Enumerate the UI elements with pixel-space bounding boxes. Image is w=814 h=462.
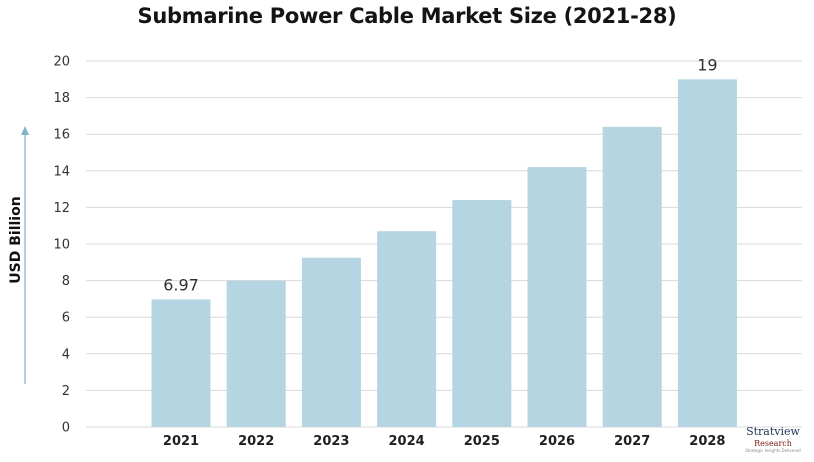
x-tick-label: 2028 [689, 434, 725, 449]
x-tick-label: 2027 [614, 434, 650, 449]
y-axis-ticks: 0 2 4 6 8 10 12 14 16 18 20 [53, 55, 70, 436]
y-tick-label: 6 [62, 311, 70, 326]
logo-sub: Research [754, 439, 792, 448]
bar-2027 [602, 126, 662, 427]
chart-title: Submarine Power Cable Market Size (2021-… [137, 4, 677, 28]
bar-2021 [151, 299, 211, 427]
x-tick-label: 2026 [539, 434, 575, 449]
logo-tagline: Strategic Insights Delivered [745, 448, 801, 453]
y-tick-label: 2 [62, 384, 70, 399]
bar-2026 [527, 167, 587, 427]
x-tick-label: 2023 [313, 434, 349, 449]
y-tick-label: 20 [53, 55, 70, 70]
y-tick-label: 16 [53, 128, 70, 143]
x-tick-label: 2022 [238, 434, 274, 449]
y-tick-label: 8 [62, 274, 70, 289]
x-tick-label: 2025 [464, 434, 500, 449]
bar-2023 [301, 257, 361, 427]
x-tick-label: 2021 [163, 434, 199, 449]
y-tick-label: 14 [53, 164, 70, 179]
data-label-2021: 6.97 [163, 275, 199, 294]
y-axis-arrow [21, 126, 29, 384]
bar-2025 [452, 200, 512, 427]
bar-2028 [677, 79, 737, 428]
bars [151, 79, 737, 428]
y-tick-label: 12 [53, 201, 70, 216]
y-tick-label: 4 [62, 347, 70, 362]
x-tick-label: 2024 [389, 434, 425, 449]
x-axis-ticks: 2021 2022 2023 2024 2025 2026 2027 2028 [163, 434, 726, 449]
bar-2022 [226, 280, 286, 427]
data-labels: 6.97 19 [163, 55, 717, 294]
data-label-2028: 19 [697, 55, 717, 74]
y-tick-label: 10 [53, 238, 70, 253]
logo-brand: Stratview [746, 425, 800, 438]
y-axis-label: USD Billion [8, 196, 24, 283]
y-tick-label: 0 [62, 421, 70, 436]
y-tick-label: 18 [53, 91, 70, 106]
bar-2024 [377, 231, 437, 427]
stratview-logo: Stratview Research Strategic Insights De… [738, 426, 808, 460]
